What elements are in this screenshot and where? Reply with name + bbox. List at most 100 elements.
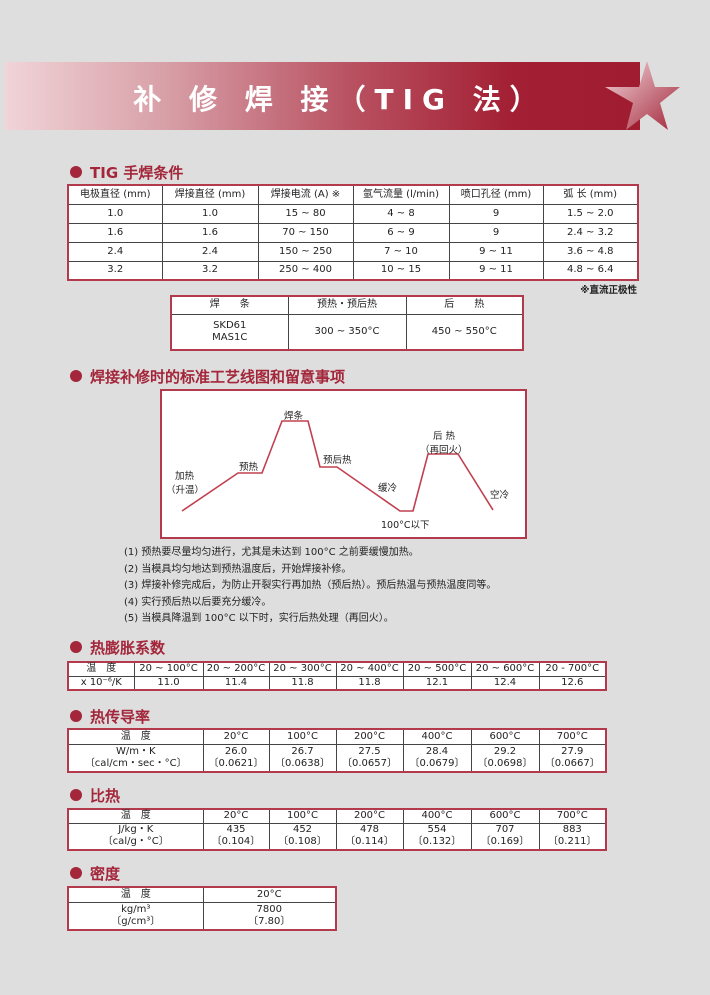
table-cell: 12.6: [538, 675, 607, 691]
table-row: W/m・K 〔cal/cm・sec・°C〕 26.0 〔0.0621〕 26.7 〔…: [67, 743, 607, 773]
table-cell: 883 〔0.211〕: [538, 822, 607, 851]
table-cell: 11.8: [335, 675, 404, 691]
header-cell: 温 度: [67, 661, 135, 677]
note-item: (1) 预热要尽量均匀进行，尤其是未达到 100°C 之前要缓慢加热。: [124, 547, 419, 558]
table-cell: 26.0 〔0.0621〕: [202, 743, 270, 773]
table-cell: kg/m³ 〔g/cm³〕: [67, 901, 204, 931]
label-air-cool: 空冷: [490, 490, 510, 501]
table-cell: 450 ~ 550°C: [405, 313, 524, 351]
table-header-row: 焊 条预热・预后热后 热: [170, 295, 524, 315]
label-slow-cool: 缓冷: [378, 483, 398, 494]
table-cell: 435 〔0.104〕: [202, 822, 270, 851]
header-cell: 20°C: [202, 808, 270, 824]
section-heading-density: 密度: [70, 864, 121, 883]
header-cell: 700°C: [538, 728, 607, 745]
table-cell: 554 〔0.132〕: [402, 822, 472, 851]
header-cell: 20°C: [202, 886, 337, 903]
table-row: 1.0 1.0 15 ~ 80 4 ~ 8 9 1.5 ~ 2.0: [67, 203, 639, 224]
table-cell: 300 ~ 350°C: [287, 313, 407, 351]
table-cell: 15 ~ 80: [257, 203, 354, 224]
label-preheat: 预热: [239, 462, 259, 473]
header-cell: 氩气流量 (l/min): [352, 184, 450, 205]
heading-text: 热膨胀系数: [90, 638, 166, 657]
table-cell: 4.8 ~ 6.4: [542, 260, 639, 281]
thermal-conductivity-table: 温 度 20°C 100°C 200°C 400°C 600°C 700°C W/m・K 〔c…: [67, 728, 607, 773]
table-cell: 9: [448, 222, 544, 243]
table-cell: 3.2: [67, 260, 163, 281]
header-cell: 20 ~ 300°C: [268, 661, 337, 677]
header-cell: 20 ~ 600°C: [470, 661, 540, 677]
table-cell: 2.4 ~ 3.2: [542, 222, 639, 243]
bullet-icon: [70, 370, 82, 382]
header-cell: 400°C: [402, 808, 472, 824]
note-item: (2) 当模具均匀地达到预热温度后，开始焊接补修。: [124, 563, 352, 575]
table-cell: 2.4: [161, 241, 259, 262]
table-cell: 2.4: [67, 241, 163, 262]
header-cell: 温 度: [67, 808, 204, 824]
header-cell: 100°C: [268, 808, 337, 824]
label-postheat: 后 热: [433, 431, 456, 442]
header-cell: 600°C: [470, 728, 540, 745]
table-cell: 28.4 〔0.0679〕: [402, 743, 472, 773]
table-cell: 3.2: [161, 260, 259, 281]
table-row: J/kg・K 〔cal/g・°C〕 435 〔0.104〕 452 〔0.108〕 4…: [67, 822, 607, 851]
label-below-100c: 100°C以下: [381, 520, 430, 531]
header-cell: 焊接电流 (A) ※: [257, 184, 354, 205]
title-banner: [5, 62, 640, 130]
bullet-icon: [70, 867, 82, 879]
table-cell: SKD61 MAS1C: [170, 313, 289, 351]
header-cell: 20 ~ 400°C: [335, 661, 404, 677]
heading-text: 焊接补修时的标准工艺线图和留意事项: [90, 367, 346, 386]
table-row: 2.4 2.4 150 ~ 250 7 ~ 10 9 ~ 11 3.6 ~ 4.8: [67, 241, 639, 262]
table-row: kg/m³ 〔g/cm³〕 7800 〔7.80〕: [67, 901, 337, 931]
header-cell: 焊 条: [170, 295, 289, 315]
section-heading-tig: TIG 手焊条件: [70, 163, 184, 182]
section-heading-expansion: 热膨胀系数: [70, 638, 166, 657]
bullet-icon: [70, 710, 82, 722]
header-cell: 600°C: [470, 808, 540, 824]
table-cell: 4 ~ 8: [352, 203, 450, 224]
table-cell: 11.0: [133, 675, 204, 691]
table-cell: 1.0: [67, 203, 163, 224]
table-cell: 9: [448, 203, 544, 224]
table-cell: 250 ~ 400: [257, 260, 354, 281]
table-cell: 10 ~ 15: [352, 260, 450, 281]
table-cell: 12.4: [470, 675, 540, 691]
header-cell: 电极直径 (mm): [67, 184, 163, 205]
heading-text: 比热: [90, 786, 121, 805]
section-heading-specific-heat: 比热: [70, 786, 121, 805]
section-heading-process: 焊接补修时的标准工艺线图和留意事项: [70, 367, 346, 386]
header-cell: 700°C: [538, 808, 607, 824]
specific-heat-table: 温 度 20°C 100°C 200°C 400°C 600°C 700°C J/kg・K 〔…: [67, 808, 607, 851]
note-item: (4) 实行预后热以后要充分缓冷。: [124, 596, 272, 608]
table-header-row: 温 度 20 ~ 100°C 20 ~ 200°C 20 ~ 300°C 20 ~ 40…: [67, 661, 607, 677]
density-table: 温 度 20°C kg/m³ 〔g/cm³〕 7800 〔7.80〕: [67, 886, 337, 931]
process-diagram: 加热 （升温） 预热 焊条 预后热 缓冷 100°C以下 后 热 （再回火） 空…: [160, 389, 527, 539]
table-cell: 26.7 〔0.0638〕: [268, 743, 337, 773]
table-cell: 1.6: [161, 222, 259, 243]
page-title: 补 修 焊 接（TIG 法）: [133, 83, 547, 116]
header-cell: 温 度: [67, 886, 204, 903]
star-icon: [605, 61, 680, 130]
section-heading-conductivity: 热传导率: [70, 707, 151, 726]
heading-text: TIG 手焊条件: [90, 163, 184, 182]
table-cell: 9 ~ 11: [448, 260, 544, 281]
header-cell: 弧 长 (mm): [542, 184, 639, 205]
process-notes: (1) 预热要尽量均匀进行，尤其是未达到 100°C 之前要缓慢加热。 (2) …: [124, 545, 496, 628]
table-header-row: 温 度 20°C 100°C 200°C 400°C 600°C 700°C: [67, 728, 607, 745]
header-cell: 喷口孔径 (mm): [448, 184, 544, 205]
heading-text: 热传导率: [90, 707, 151, 726]
table-cell: x 10⁻⁶/K: [67, 675, 135, 691]
label-heating: 加热: [175, 471, 195, 482]
header-cell: 200°C: [335, 728, 404, 745]
label-pre-postheat: 预后热: [323, 455, 352, 466]
header-cell: 400°C: [402, 728, 472, 745]
electrode-heat-table: 焊 条预热・预后热后 热 SKD61 MAS1C 300 ~ 350°C 450 ~ …: [170, 295, 524, 351]
temperature-line: [181, 420, 494, 512]
temperature-curve: [181, 420, 494, 512]
tig-conditions-table: 电极直径 (mm) 焊接直径 (mm) 焊接电流 (A) ※ 氩气流量 (l/min)…: [67, 184, 639, 281]
header-cell: 100°C: [268, 728, 337, 745]
header-cell: 20 ~ 200°C: [202, 661, 270, 677]
heading-text: 密度: [90, 864, 121, 883]
table-header-row: 温 度 20°C 100°C 200°C 400°C 600°C 700°C: [67, 808, 607, 824]
